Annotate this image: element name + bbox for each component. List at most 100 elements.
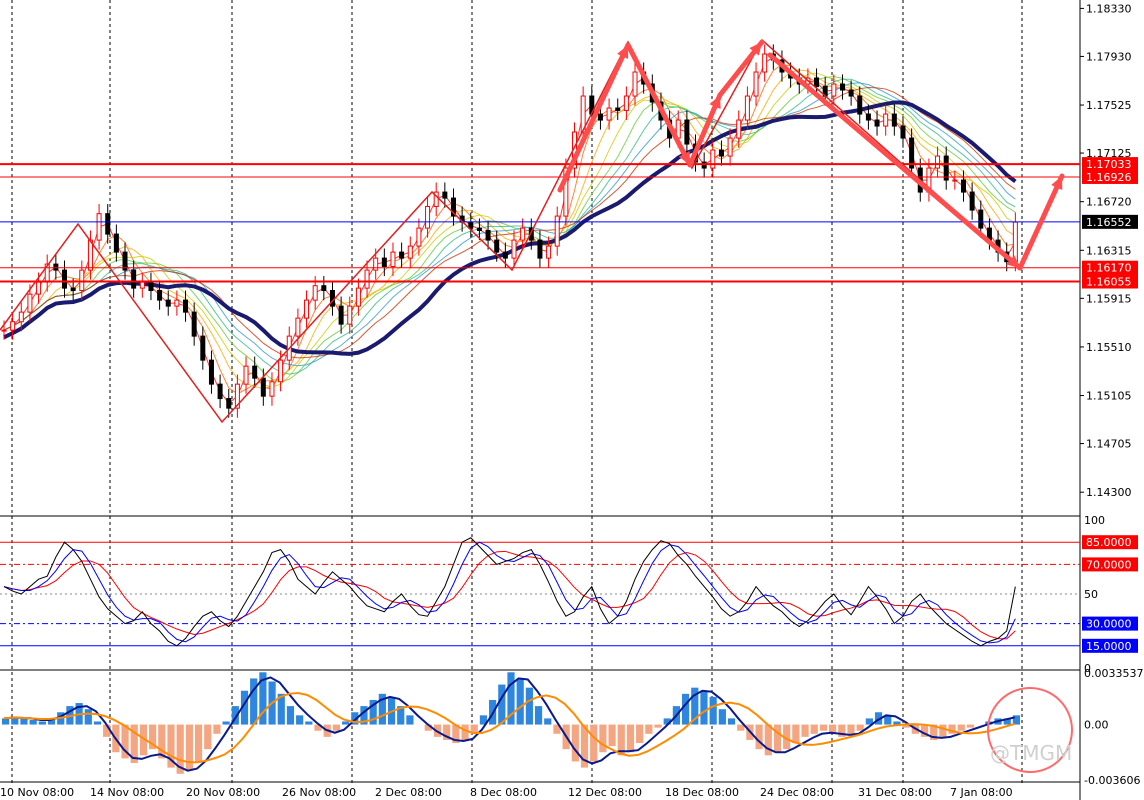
candle-body [442,191,448,199]
macd-pane[interactable] [2,672,1020,774]
candle-body [857,95,863,115]
macd-histogram-bar [38,721,46,725]
macd-histogram-bar [158,724,166,759]
candle-body [952,179,958,182]
macd-histogram-bar [470,724,478,734]
time-axis-label: 31 Dec 08:00 [858,786,932,799]
macd-histogram-bar [608,724,616,747]
macd-histogram-bar [948,724,956,734]
macd-histogram-bar [682,693,690,725]
oscillator-pane[interactable] [0,537,1080,647]
trend-annotations [0,38,1065,424]
time-axis-label: 24 Dec 08:00 [760,786,834,799]
macd-histogram-bar [2,718,10,725]
candle-body [814,77,820,87]
macd-histogram-bar [498,684,506,725]
candle-body [710,149,716,169]
macd-histogram-bar [11,716,19,725]
price-tag-box [1082,274,1138,289]
level-tag-label: 30.0000 [1086,618,1132,631]
price-tick-label: 1.15105 [1086,390,1132,403]
candle-body [468,221,474,229]
macd-histogram-bar [360,706,368,725]
main-price-pane[interactable] [0,44,1080,418]
level-tag-box [1082,616,1138,631]
oscillator-axis-label: 50 [1084,588,1098,601]
candle-body [433,191,439,207]
price-tag-label: 1.16926 [1086,171,1132,184]
ribbon-ma-line [3,78,1016,375]
candle-body [131,269,137,289]
time-axis-label: 10 Nov 08:00 [0,786,74,799]
candle-body [831,83,837,97]
candle-body [321,285,327,292]
candle-body [304,299,310,319]
candle-body [122,251,128,271]
candle-body [208,359,214,385]
candle-body [312,285,318,301]
candle-body [606,107,612,121]
candle-body [909,137,915,169]
macd-histogram-bar [20,718,28,725]
candle-body [390,251,396,268]
price-tag-label: 1.16055 [1086,276,1132,289]
macd-histogram-bar [461,724,469,740]
candle-body [969,191,975,211]
macd-histogram-bar [874,712,883,725]
price-tick-label: 1.17930 [1086,50,1132,63]
candle-body [329,290,335,307]
ribbon-ma-line [3,63,1016,395]
candle-body [727,137,733,157]
macd-histogram-bar [213,724,221,734]
ribbon-ma-line [3,82,1016,367]
trend-arrowhead [749,42,762,56]
macd-histogram-bar [893,721,901,725]
macd-histogram-bar [838,724,846,737]
trend-arrowhead [678,151,690,165]
macd-histogram-bar [1003,718,1011,725]
candle-body [10,321,16,331]
trend-arrow [687,92,723,168]
macd-axis-label: 0.00 [1084,719,1109,732]
price-tick-label: 1.17525 [1086,99,1132,112]
macd-histogram-bar [305,721,313,725]
candle-body [537,239,543,259]
macd-histogram-bar [691,687,699,725]
candle-body [874,119,880,127]
time-axis-label: 2 Dec 08:00 [375,786,442,799]
candle-body [148,281,154,292]
ribbon-ma-line [3,87,1016,359]
trend-arrow [767,52,1023,271]
time-axis-label: 18 Dec 08:00 [665,786,739,799]
candle-body [113,233,119,253]
candle-body [27,293,33,313]
macd-histogram-bar [792,724,800,744]
macd-histogram-bar [185,724,193,771]
candle-body [200,335,206,361]
candle-body [762,53,768,73]
oscillator-line [3,541,1016,644]
price-tick-label: 1.15510 [1086,341,1132,354]
time-axis-label: 20 Nov 08:00 [186,786,260,799]
candle-body [191,311,197,337]
macd-histogram-bar [819,724,828,731]
candle-body [425,205,431,229]
trend-arrowhead [1006,255,1020,268]
macd-histogram-bar [194,724,203,762]
macd-histogram-bar [663,718,671,725]
macd-histogram-bar [801,724,809,737]
price-tag-label: 1.16552 [1086,216,1132,229]
candle-body [1,329,7,332]
candle-body [935,155,941,169]
highlight-circle [987,687,1073,773]
candle-body [70,287,76,292]
price-tag-box [1082,260,1138,275]
candle-body [546,245,552,259]
candle-body [157,290,163,301]
candle-body [494,239,500,253]
candle-body [269,381,275,397]
price-tick-label: 1.17125 [1086,147,1132,160]
time-axis-label: 8 Dec 08:00 [470,786,537,799]
